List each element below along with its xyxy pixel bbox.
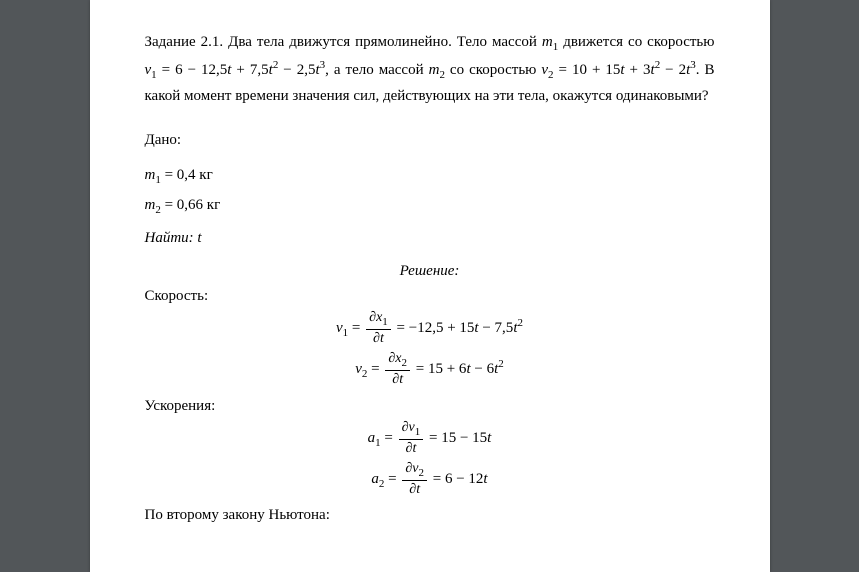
var: v bbox=[355, 361, 362, 377]
acceleration-label: Ускорения: bbox=[145, 398, 715, 415]
rhs: − 6 bbox=[471, 361, 494, 377]
rhs: = −12,5 + 15 bbox=[393, 320, 475, 336]
solution-label: Решение: bbox=[145, 263, 715, 280]
sub: 2 bbox=[419, 467, 425, 479]
sub: 1 bbox=[415, 425, 421, 437]
eq: − 2 bbox=[660, 62, 686, 78]
numerator: ∂x2 bbox=[385, 350, 410, 371]
val: = 0,66 кг bbox=[161, 197, 220, 213]
given-m1: m1 = 0,4 кг bbox=[145, 161, 715, 191]
sup: 2 bbox=[517, 317, 523, 329]
var: m bbox=[145, 167, 156, 183]
velocity-equations: v1 = ∂x1∂t = −12,5 + 15t − 7,5t2 v2 = ∂x… bbox=[145, 309, 715, 390]
eq: − 2,5 bbox=[278, 62, 315, 78]
var: t bbox=[399, 372, 403, 387]
document-page: Задание 2.1. Два тела движутся прямолине… bbox=[90, 0, 770, 572]
denominator: ∂t bbox=[399, 440, 424, 458]
var: t bbox=[412, 441, 416, 456]
eq-v1: v1 = ∂x1∂t = −12,5 + 15t − 7,5t2 bbox=[145, 309, 715, 348]
denominator: ∂t bbox=[366, 330, 391, 348]
find-label: Найти: t bbox=[145, 224, 715, 253]
var-m2: m bbox=[429, 62, 440, 78]
eq: + 3 bbox=[625, 62, 651, 78]
problem-statement: Задание 2.1. Два тела движутся прямолине… bbox=[145, 30, 715, 108]
given-section: Дано: m1 = 0,4 кг m2 = 0,66 кг Найти: t bbox=[145, 126, 715, 253]
var: a bbox=[371, 471, 379, 487]
eq: = 10 + 15 bbox=[554, 62, 621, 78]
val: = 0,4 кг bbox=[161, 167, 213, 183]
fraction: ∂v1∂t bbox=[399, 419, 424, 458]
eq: = bbox=[367, 361, 383, 377]
eq-v2: v2 = ∂x2∂t = 15 + 6t − 6t2 bbox=[145, 350, 715, 389]
eq-a1: a1 = ∂v1∂t = 15 − 15t bbox=[145, 419, 715, 458]
rhs: = 15 − 15 bbox=[425, 430, 487, 446]
numerator: ∂v1 bbox=[399, 419, 424, 440]
task-number: Задание 2.1. bbox=[145, 34, 224, 50]
sup: 2 bbox=[498, 358, 504, 370]
eq: = bbox=[384, 471, 400, 487]
eq: = 6 − 12,5 bbox=[157, 62, 228, 78]
fraction: ∂v2∂t bbox=[402, 460, 427, 499]
label: Найти: bbox=[145, 230, 194, 246]
sub: 2 bbox=[402, 357, 408, 369]
sub: 1 bbox=[382, 316, 388, 328]
numerator: ∂v2 bbox=[402, 460, 427, 481]
eq: = bbox=[381, 430, 397, 446]
text: , а тело массой bbox=[325, 62, 428, 78]
rhs: = 15 + 6 bbox=[412, 361, 466, 377]
fraction: ∂x2∂t bbox=[385, 350, 410, 389]
eq: + 7,5 bbox=[231, 62, 268, 78]
var: v bbox=[336, 320, 343, 336]
fraction: ∂x1∂t bbox=[366, 309, 391, 348]
var: t bbox=[416, 482, 420, 497]
rhs: = 6 − 12 bbox=[429, 471, 483, 487]
partial: ∂ bbox=[373, 331, 380, 346]
acceleration-equations: a1 = ∂v1∂t = 15 − 15t a2 = ∂v2∂t = 6 − 1… bbox=[145, 419, 715, 500]
text: движется со скоростью bbox=[558, 34, 714, 50]
var: t bbox=[487, 430, 491, 446]
partial: ∂ bbox=[402, 420, 409, 435]
given-label: Дано: bbox=[145, 126, 715, 155]
var-m1: m bbox=[542, 34, 553, 50]
eq-a2: a2 = ∂v2∂t = 6 − 12t bbox=[145, 460, 715, 499]
given-m2: m2 = 0,66 кг bbox=[145, 191, 715, 221]
denominator: ∂t bbox=[402, 481, 427, 499]
text: со скоростью bbox=[445, 62, 541, 78]
numerator: ∂x1 bbox=[366, 309, 391, 330]
var: t bbox=[380, 331, 384, 346]
var: t bbox=[483, 471, 487, 487]
rhs: − 7,5 bbox=[479, 320, 514, 336]
denominator: ∂t bbox=[385, 371, 410, 389]
text: Два тела движутся прямолинейно. Тело мас… bbox=[223, 34, 542, 50]
newton-law-label: По второму закону Ньютона: bbox=[145, 507, 715, 524]
eq: = bbox=[348, 320, 364, 336]
var: t bbox=[194, 230, 202, 246]
var: m bbox=[145, 197, 156, 213]
velocity-label: Скорость: bbox=[145, 288, 715, 305]
